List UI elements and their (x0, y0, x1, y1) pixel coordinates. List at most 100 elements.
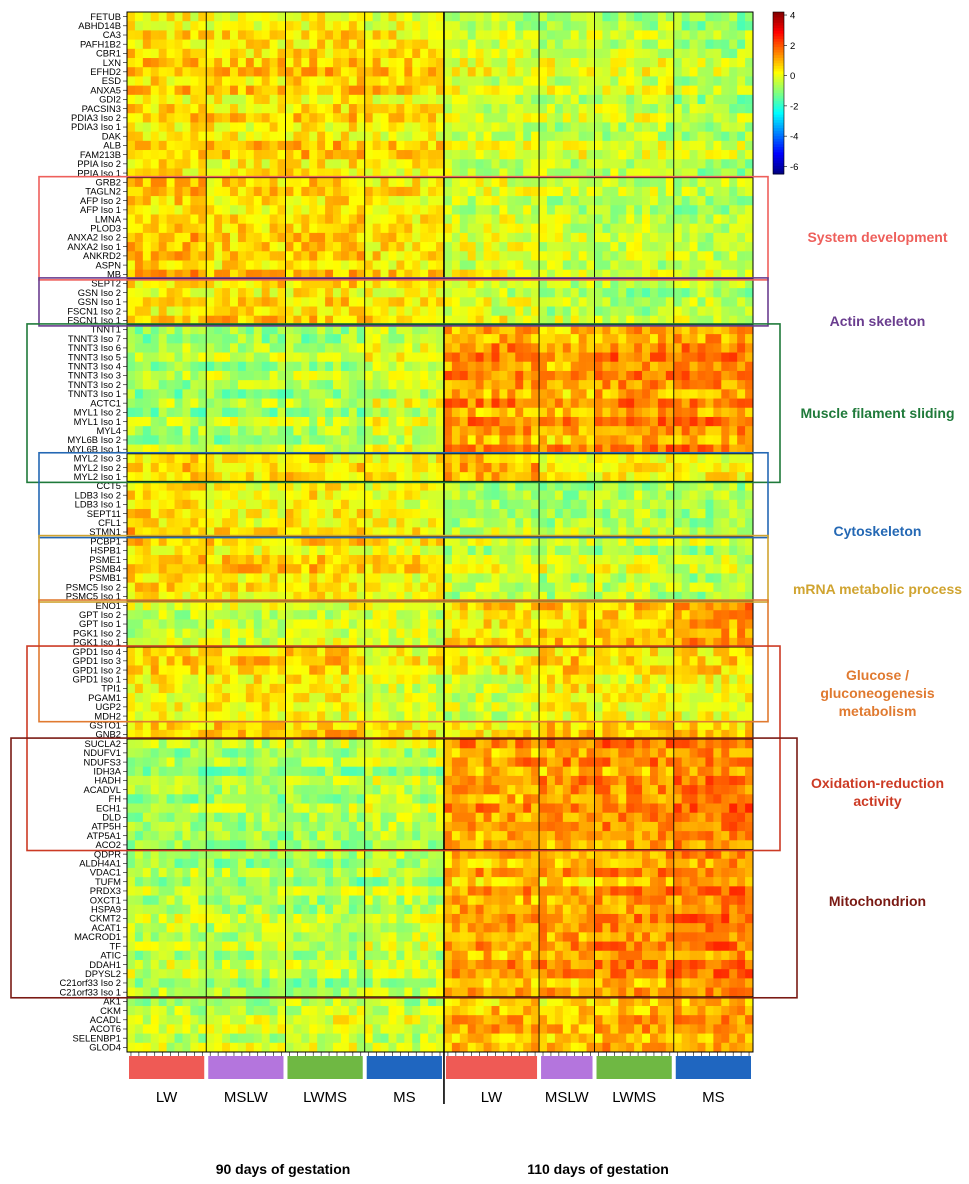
heatmap-cell (261, 67, 270, 77)
heatmap-cell (515, 39, 524, 50)
heatmap-cell (245, 462, 255, 473)
heatmap-cell (539, 122, 548, 132)
heatmap-cell (729, 30, 738, 40)
heatmap-cell (127, 104, 136, 114)
heatmap-cell (475, 104, 484, 114)
heatmap-cell (745, 131, 754, 142)
heatmap-cell (649, 269, 659, 280)
heatmap-cell (523, 168, 532, 179)
heatmap-cell (436, 564, 445, 574)
heatmap-cell (301, 196, 310, 206)
heatmap-cell (364, 297, 373, 307)
heatmap-cell (673, 564, 683, 574)
heatmap-cell (190, 131, 199, 142)
heatmap-cell (499, 481, 508, 491)
heatmap-cell (317, 453, 326, 464)
heatmap-cell (277, 122, 286, 132)
heatmap-cell (150, 150, 160, 160)
heatmap-cell (428, 527, 437, 537)
heatmap-cell (570, 21, 580, 31)
heatmap-cell (356, 555, 366, 565)
heatmap-cell (467, 196, 476, 206)
heatmap-cell (333, 260, 342, 271)
heatmap-cell (665, 177, 675, 188)
heatmap-cell (467, 582, 476, 593)
heatmap-cell (317, 150, 326, 160)
heatmap-cell (309, 582, 318, 593)
heatmap-cell (269, 58, 278, 68)
heatmap-cell (745, 196, 754, 206)
heatmap-cell (340, 131, 350, 142)
heatmap-cell (618, 131, 627, 142)
heatmap-cell (459, 140, 469, 151)
heatmap-cell (277, 352, 286, 363)
heatmap-cell (443, 205, 453, 215)
heatmap-cell (206, 196, 215, 206)
heatmap-cell (459, 490, 469, 501)
heatmap-cell (285, 76, 294, 86)
heatmap-cell (325, 499, 334, 510)
heatmap-cell (673, 508, 683, 519)
heatmap-cell (269, 444, 278, 455)
heatmap-cell (531, 39, 540, 50)
heatmap-cell (705, 251, 714, 261)
heatmap-cell (626, 177, 635, 188)
heatmap-cell (451, 564, 461, 574)
heatmap-cell (333, 168, 342, 179)
heatmap-cell (713, 260, 722, 271)
heatmap-cell (443, 39, 453, 50)
heatmap-cell (705, 527, 714, 537)
heatmap-cell (174, 140, 183, 151)
heatmap-cell (277, 499, 286, 510)
heatmap-cell (404, 352, 413, 363)
heatmap-cell (269, 481, 278, 491)
heatmap-cell (539, 435, 548, 445)
heatmap-cell (578, 113, 587, 123)
heatmap-cell (364, 555, 373, 565)
heatmap-cell (665, 315, 675, 326)
heatmap-cell (499, 315, 508, 326)
heatmap-cell (642, 315, 651, 326)
heatmap-cell (412, 453, 421, 464)
heatmap-cell (475, 260, 484, 271)
heatmap-cell (301, 76, 310, 86)
heatmap-cell (142, 278, 152, 289)
heatmap-cell (127, 527, 136, 537)
heatmap-cell (134, 380, 144, 390)
heatmap-cell (681, 370, 690, 381)
heatmap-cell (499, 416, 508, 427)
heatmap-cell (396, 361, 405, 372)
heatmap-cell (158, 472, 167, 482)
heatmap-cell (546, 453, 556, 464)
heatmap-cell (285, 30, 294, 40)
heatmap-cell (594, 490, 603, 501)
heatmap-cell (309, 306, 318, 317)
heatmap-cell (348, 85, 358, 96)
heatmap-cell (166, 205, 175, 215)
heatmap-cell (325, 131, 334, 142)
heatmap-cell (515, 269, 524, 280)
heatmap-cell (443, 407, 453, 418)
heatmap-cell (285, 334, 294, 344)
heatmap-cell (689, 508, 698, 519)
heatmap-cell (657, 113, 667, 123)
heatmap-cell (626, 131, 635, 142)
heatmap-cell (206, 527, 215, 537)
heatmap-cell (293, 122, 302, 132)
heatmap-cell (642, 306, 651, 317)
heatmap-cell (546, 352, 556, 363)
heatmap-cell (150, 499, 160, 510)
heatmap-cell (150, 490, 160, 501)
heatmap-cell (507, 527, 516, 537)
heatmap-cell (412, 518, 421, 528)
heatmap-cell (309, 398, 318, 409)
heatmap-cell (451, 94, 461, 105)
heatmap-cell (364, 251, 373, 261)
heatmap-cell (562, 582, 572, 593)
heatmap-cell (317, 306, 326, 317)
heatmap-cell (745, 214, 754, 225)
heatmap-cell (150, 324, 160, 335)
heatmap-cell (483, 214, 492, 225)
heatmap-cell (214, 343, 223, 353)
heatmap-cell (737, 177, 746, 188)
